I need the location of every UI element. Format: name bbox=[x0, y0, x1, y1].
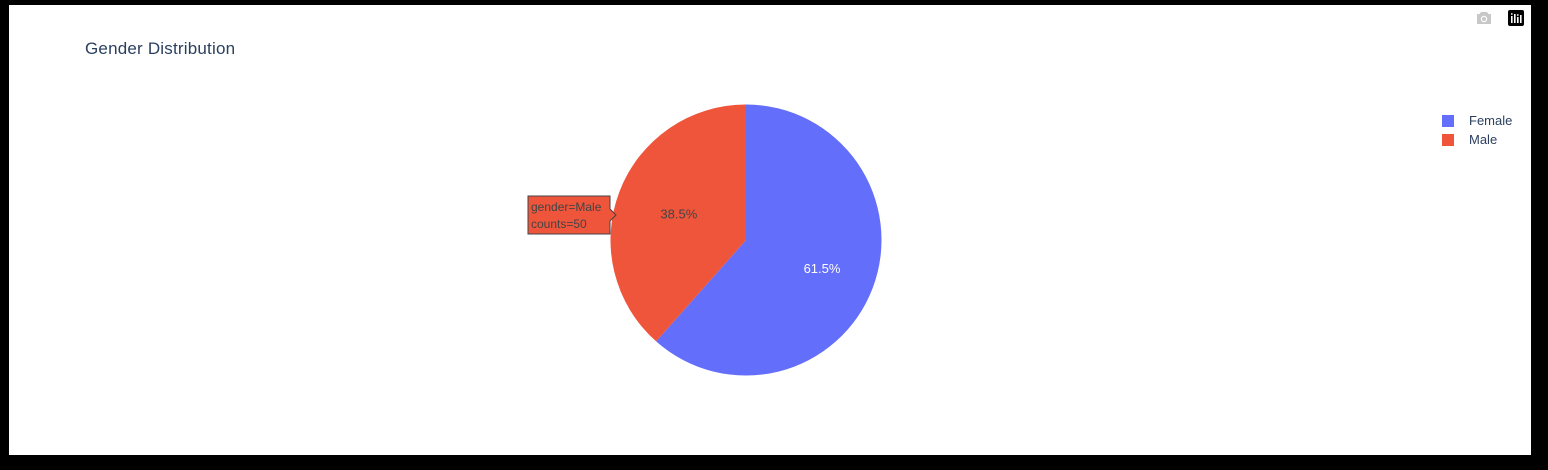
legend-swatch-male bbox=[1442, 133, 1454, 146]
slice-label-female: 61.5% bbox=[804, 261, 841, 276]
legend-swatch-female bbox=[1442, 114, 1454, 127]
hover-tooltip-line-1: gender=Male bbox=[531, 200, 602, 214]
chart-title: Gender Distribution bbox=[85, 39, 236, 58]
plot-container: Gender Distribution 61.5% 38.5% gender= bbox=[9, 5, 1531, 455]
legend-item-female[interactable]: Female bbox=[1442, 111, 1512, 130]
camera-icon[interactable] bbox=[1475, 9, 1493, 27]
plotly-logo-icon[interactable] bbox=[1507, 9, 1525, 27]
hover-tooltip bbox=[527, 195, 617, 235]
modebar bbox=[1475, 9, 1525, 27]
legend: Female Male bbox=[1442, 111, 1512, 149]
slice-label-male: 38.5% bbox=[660, 207, 697, 222]
legend-label-male: Male bbox=[1469, 132, 1498, 147]
pie-slice-male[interactable] bbox=[610, 104, 747, 342]
pie-slice-female[interactable] bbox=[656, 104, 882, 376]
legend-label-female: Female bbox=[1469, 113, 1513, 128]
pie-chart: 61.5% 38.5% gender=Male counts=50 bbox=[527, 104, 882, 376]
legend-item-male[interactable]: Male bbox=[1442, 130, 1512, 149]
hover-tooltip-line-2: counts=50 bbox=[531, 217, 587, 231]
